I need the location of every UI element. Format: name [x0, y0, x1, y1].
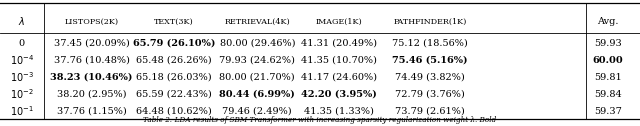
- Text: 37.76 (1.15%): 37.76 (1.15%): [57, 107, 126, 116]
- Text: 0: 0: [19, 39, 25, 48]
- Text: 79.93 (24.62%): 79.93 (24.62%): [220, 56, 295, 65]
- Text: RETRIEVAL(4K): RETRIEVAL(4K): [225, 17, 290, 25]
- Text: 73.79 (2.61%): 73.79 (2.61%): [396, 107, 465, 116]
- Text: 80.00 (29.46%): 80.00 (29.46%): [220, 39, 295, 48]
- Text: LISTOPS(2K): LISTOPS(2K): [65, 17, 118, 25]
- Text: 38.23 (10.46%): 38.23 (10.46%): [51, 73, 132, 82]
- Text: IMAGE(1K): IMAGE(1K): [316, 17, 363, 25]
- Text: 42.20 (3.95%): 42.20 (3.95%): [301, 90, 377, 99]
- Text: $10^{-4}$: $10^{-4}$: [10, 54, 34, 67]
- Text: 65.18 (26.03%): 65.18 (26.03%): [136, 73, 212, 82]
- Text: 59.93: 59.93: [594, 39, 622, 48]
- Text: 37.45 (20.09%): 37.45 (20.09%): [54, 39, 129, 48]
- Text: 37.76 (10.48%): 37.76 (10.48%): [54, 56, 129, 65]
- Text: 79.46 (2.49%): 79.46 (2.49%): [223, 107, 292, 116]
- Text: Avg.: Avg.: [597, 17, 619, 26]
- Text: 80.44 (6.99%): 80.44 (6.99%): [220, 90, 295, 99]
- Text: $10^{-2}$: $10^{-2}$: [10, 88, 34, 101]
- Text: 59.84: 59.84: [594, 90, 622, 99]
- Text: 74.49 (3.82%): 74.49 (3.82%): [396, 73, 465, 82]
- Text: TEXT(3K): TEXT(3K): [154, 17, 194, 25]
- Text: 64.48 (10.62%): 64.48 (10.62%): [136, 107, 212, 116]
- Text: 65.48 (26.26%): 65.48 (26.26%): [136, 56, 212, 65]
- Text: 41.17 (24.60%): 41.17 (24.60%): [301, 73, 377, 82]
- Text: 65.59 (22.43%): 65.59 (22.43%): [136, 90, 212, 99]
- Text: 75.12 (18.56%): 75.12 (18.56%): [392, 39, 468, 48]
- Text: 38.20 (2.95%): 38.20 (2.95%): [57, 90, 126, 99]
- Text: 60.00: 60.00: [593, 56, 623, 65]
- Text: PATHFINDER(1K): PATHFINDER(1K): [394, 17, 467, 25]
- Text: 75.46 (5.16%): 75.46 (5.16%): [392, 56, 468, 65]
- Text: 65.79 (26.10%): 65.79 (26.10%): [133, 39, 215, 48]
- Text: Table 2: LDA results of SBM-Transformer with increasing sparsity regularization : Table 2: LDA results of SBM-Transformer …: [143, 116, 497, 124]
- Text: 72.79 (3.76%): 72.79 (3.76%): [396, 90, 465, 99]
- Text: $\lambda$: $\lambda$: [18, 15, 26, 27]
- Text: 80.00 (21.70%): 80.00 (21.70%): [220, 73, 295, 82]
- Text: $10^{-1}$: $10^{-1}$: [10, 105, 34, 118]
- Text: 41.35 (10.70%): 41.35 (10.70%): [301, 56, 377, 65]
- Text: 59.37: 59.37: [594, 107, 622, 116]
- Text: 59.81: 59.81: [594, 73, 622, 82]
- Text: $10^{-3}$: $10^{-3}$: [10, 71, 34, 84]
- Text: 41.31 (20.49%): 41.31 (20.49%): [301, 39, 377, 48]
- Text: 41.35 (1.33%): 41.35 (1.33%): [304, 107, 374, 116]
